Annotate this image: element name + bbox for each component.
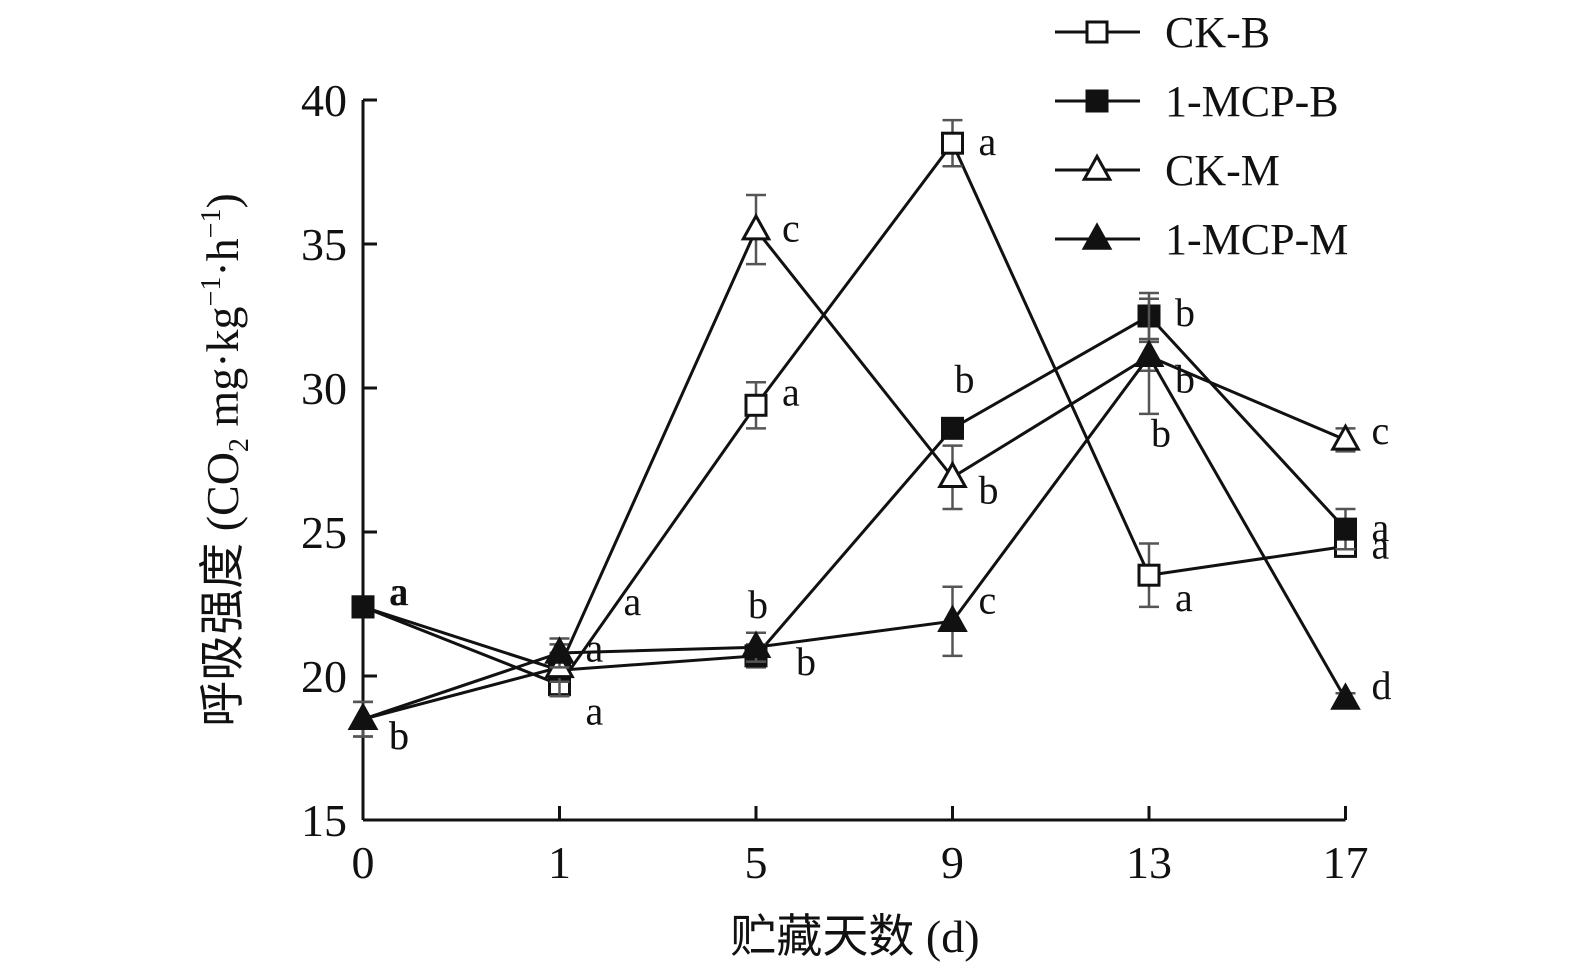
x-tick-label: 5 [745, 837, 768, 888]
data-point [1133, 339, 1165, 368]
series-line [362, 314, 1347, 672]
data-point [1330, 423, 1361, 451]
legend-item: CK-M [1055, 146, 1280, 195]
y-axis-title-sup1: −1 [196, 277, 227, 307]
legend-marker [1085, 89, 1109, 113]
data-point [744, 393, 768, 417]
significance-label: a [979, 119, 997, 164]
legend-label: 1-MCP-B [1165, 77, 1339, 126]
significance-label: c [1372, 408, 1390, 453]
y-axis-title-mid: mg·kg [197, 306, 248, 438]
data-point [937, 460, 968, 489]
significance-label: a [389, 569, 407, 614]
legend-label: CK-B [1165, 8, 1270, 57]
significance-label: a [782, 369, 800, 414]
data-point [740, 630, 772, 658]
significance-label: b [979, 467, 999, 512]
significance-label: b [748, 582, 768, 627]
legend-marker [1081, 153, 1113, 181]
y-axis-title-suffix: ) [197, 193, 248, 208]
legend-item: 1-MCP-B [1055, 77, 1339, 126]
y-tick-label: 40 [301, 75, 347, 126]
y-tick-label: 15 [301, 795, 347, 846]
x-tick-label: 13 [1126, 837, 1172, 888]
significance-label: c [979, 577, 997, 622]
legend-marker [1081, 222, 1113, 250]
data-point [941, 416, 964, 440]
significance-label: b [1151, 410, 1171, 455]
series-layer: aaaaaaaabbbabacbbcbabcbd [347, 118, 1392, 758]
y-tick-label: 25 [301, 507, 347, 558]
x-axis-title: 贮藏天数 (d) [730, 911, 979, 962]
significance-label: a [586, 689, 604, 734]
series-line [362, 353, 1347, 721]
data-point [740, 212, 772, 241]
significance-label: b [1175, 290, 1195, 335]
y-tick-label: 30 [301, 363, 347, 414]
x-tick-label: 1 [548, 837, 571, 888]
data-point [941, 131, 964, 155]
significance-label: a [391, 569, 409, 614]
data-point [937, 604, 968, 633]
x-tick-label: 0 [352, 837, 375, 888]
y-axis-title-sup2: −1 [196, 209, 227, 239]
significance-label: b [796, 639, 816, 684]
legend-item: 1-MCP-M [1055, 215, 1348, 264]
x-tick-label: 9 [941, 837, 964, 888]
data-point [1137, 563, 1161, 587]
significance-label: b [389, 713, 409, 758]
significance-label: b [1175, 356, 1195, 401]
y-tick-label: 20 [301, 651, 347, 702]
legend-item: CK-B [1055, 8, 1270, 57]
legend-label: 1-MCP-M [1165, 215, 1348, 264]
significance-label: a [1175, 575, 1193, 620]
series-1-MCP-M: b a b c b d [347, 297, 1392, 758]
significance-label: b [955, 356, 975, 401]
data-point [1334, 517, 1357, 541]
x-tick-label: 17 [1323, 837, 1369, 888]
y-tick-label: 35 [301, 219, 347, 270]
significance-label: a [586, 625, 604, 670]
legend: CK-B 1-MCP-B CK-M 1-MCP-M [1055, 8, 1348, 264]
significance-label: b [389, 713, 409, 758]
data-point [544, 636, 575, 664]
y-axis-title-prefix: 呼吸强度 (CO [197, 452, 248, 727]
y-axis-title-sub: 2 [224, 438, 255, 452]
y-axis-title: 呼吸强度 (CO2 mg·kg−1·h−1) [196, 193, 255, 727]
series-line [362, 140, 1346, 687]
significance-label: a [1372, 522, 1390, 567]
data-point [347, 702, 379, 730]
legend-label: CK-M [1165, 146, 1280, 195]
data-point [351, 595, 375, 619]
legend-marker [1085, 20, 1109, 44]
significance-label: c [782, 206, 800, 251]
significance-label: a [1372, 505, 1390, 550]
significance-label: a [624, 579, 642, 624]
series-line [362, 226, 1347, 721]
y-axis-title-mid2: ·h [197, 238, 248, 276]
data-point [1330, 682, 1361, 710]
significance-label: d [1372, 663, 1392, 708]
